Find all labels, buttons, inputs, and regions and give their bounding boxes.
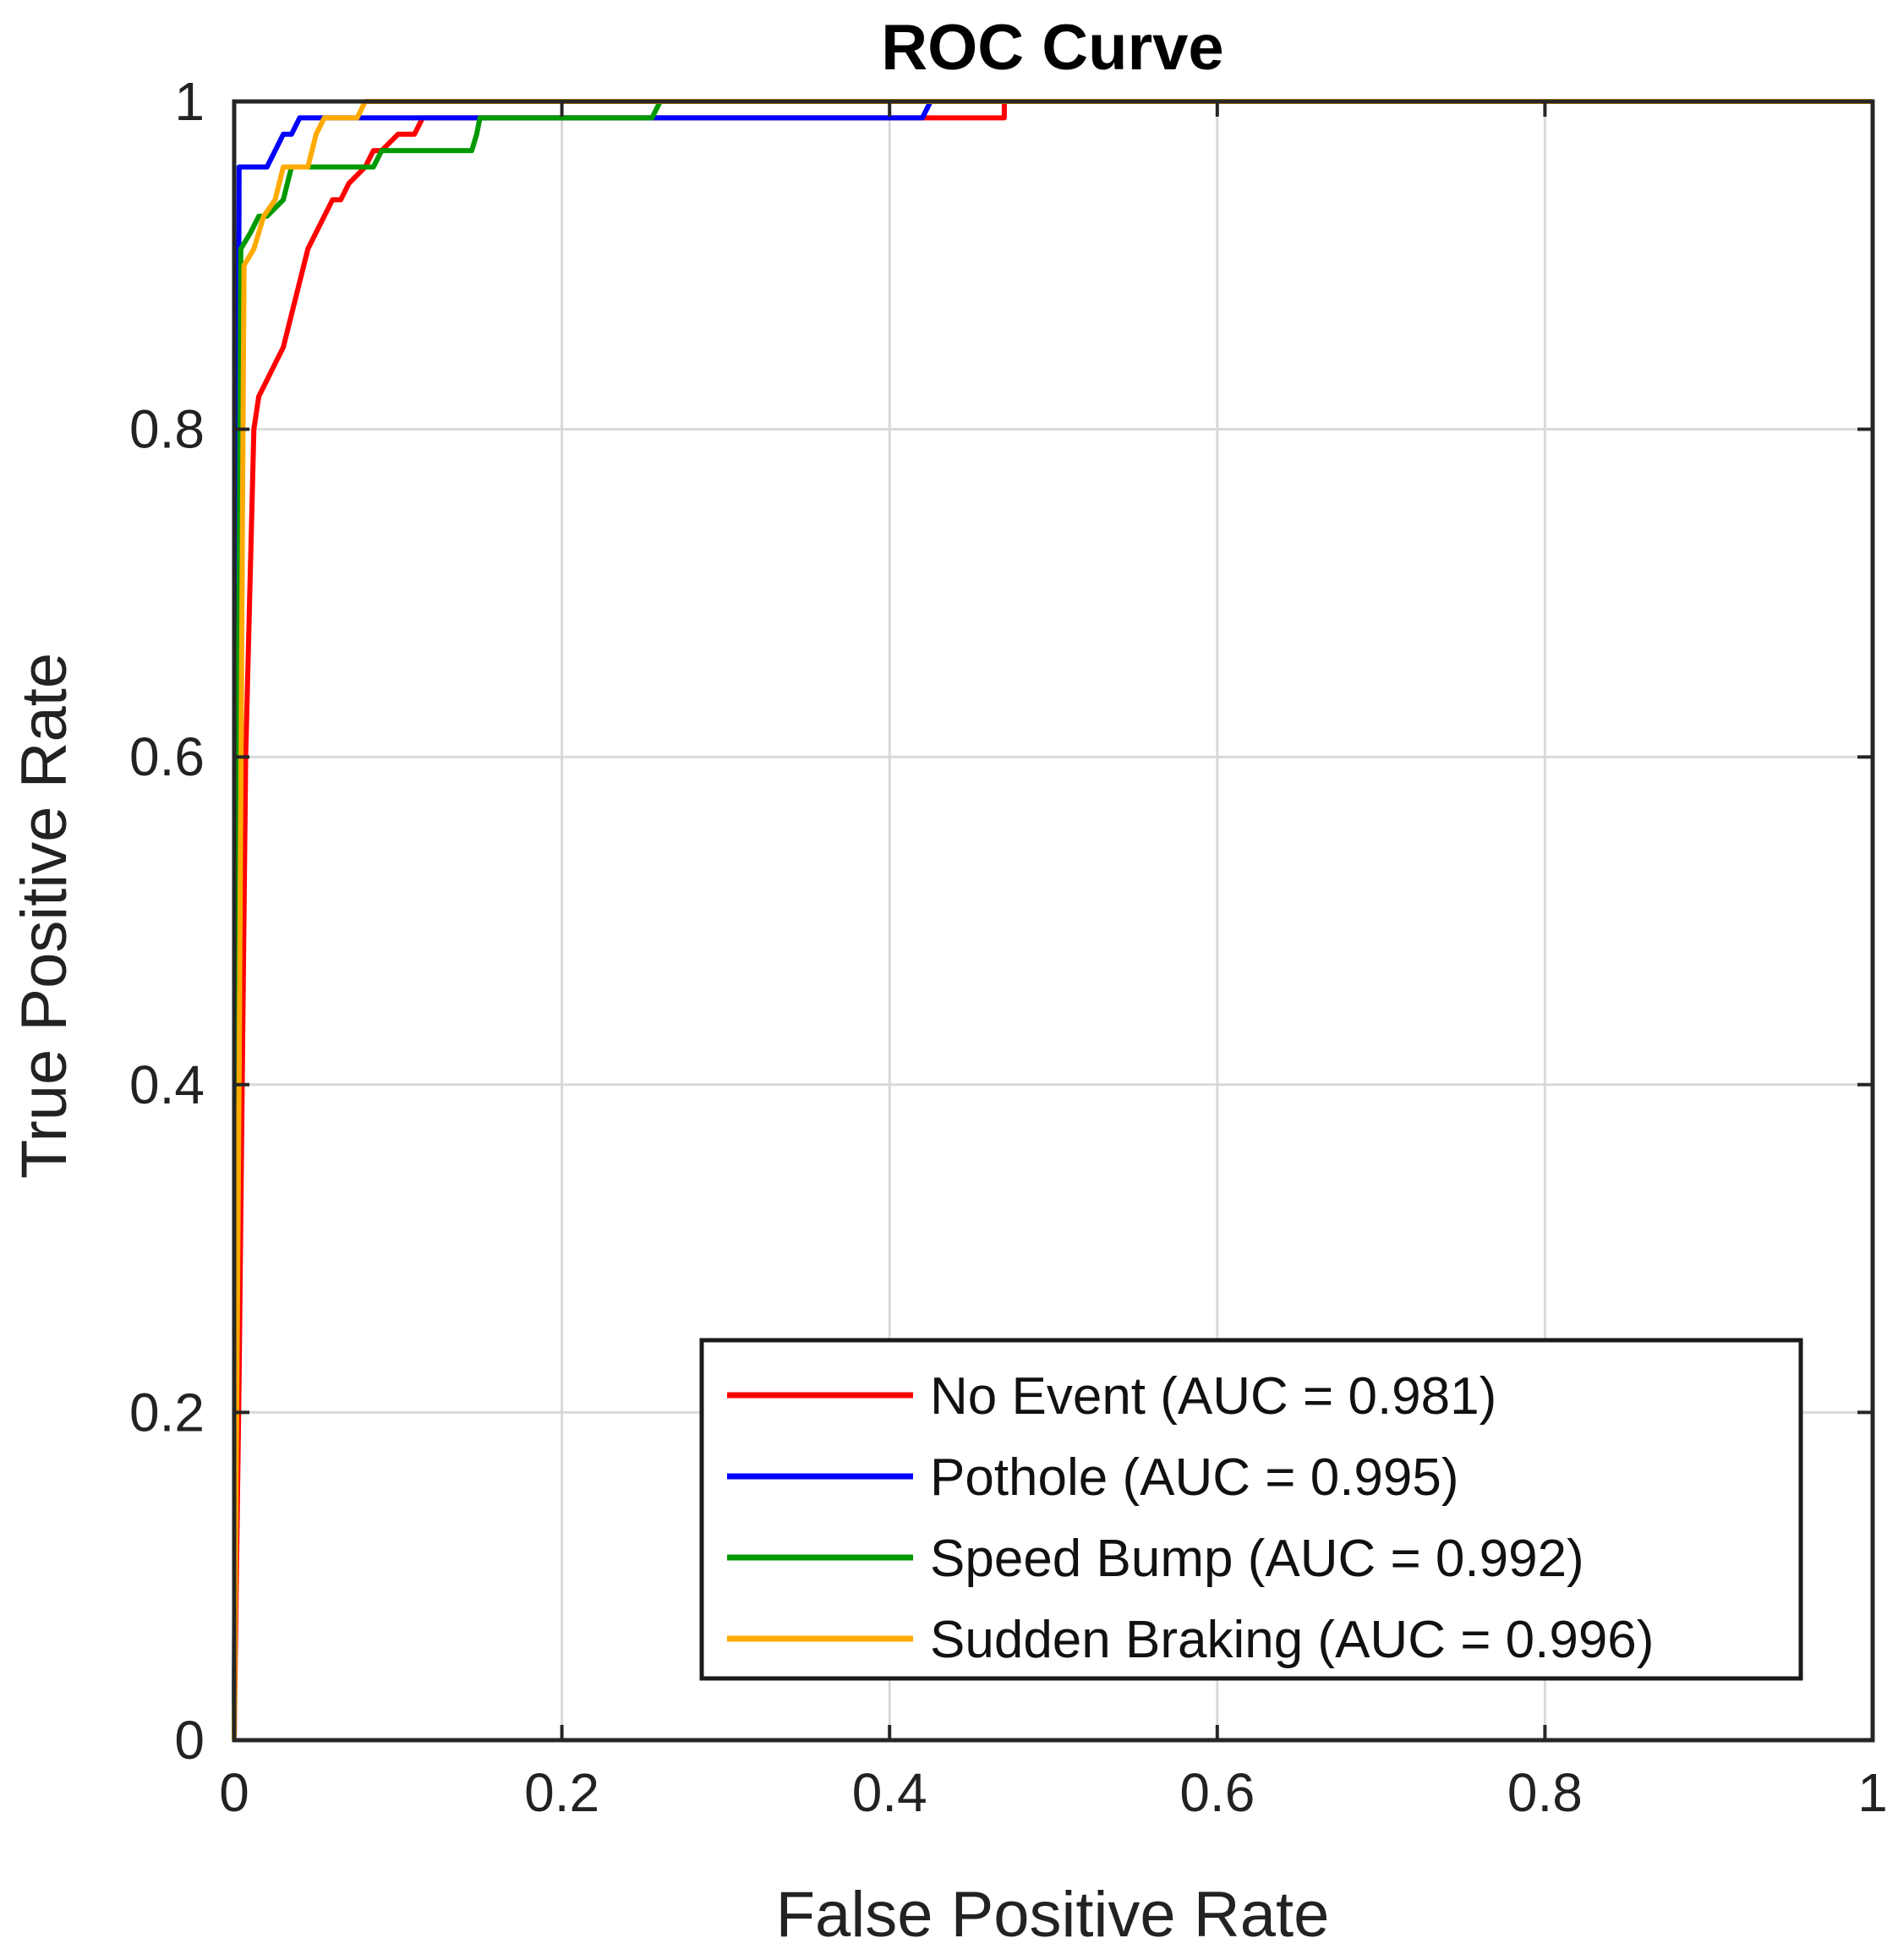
tick-labels: 0 0.2 0.4 0.6 0.8 1 0 0.2 0.4 0.6 0.8 1 (129, 71, 1888, 1823)
x-tick-label: 1 (1857, 1762, 1888, 1823)
axes (232, 99, 1875, 1743)
x-tick-label: 0.6 (1179, 1762, 1255, 1823)
y-tick-label: 1 (174, 71, 205, 132)
legend: No Event (AUC = 0.981) Pothole (AUC = 0.9… (699, 1338, 1803, 1681)
x-tick-label: 0 (219, 1762, 249, 1823)
y-tick-label: 0.2 (129, 1382, 205, 1443)
y-tick-label: 0.8 (129, 399, 205, 460)
legend-label: Speed Bump (AUC = 0.992) (930, 1530, 1584, 1588)
plot-area-border (232, 99, 1875, 1743)
series-line-3 (232, 99, 1873, 1741)
series-line-1 (232, 99, 1873, 1741)
grid (232, 100, 1874, 1742)
y-tick-label: 0 (174, 1710, 205, 1771)
x-tick-label: 0.2 (524, 1762, 599, 1823)
series-line-2 (232, 99, 1873, 1741)
legend-box (699, 1338, 1803, 1681)
y-tick-label: 0.6 (129, 726, 205, 787)
x-axis-label: False Positive Rate (776, 1879, 1330, 1951)
chart-title: ROC Curve (881, 12, 1223, 84)
legend-label: Pothole (AUC = 0.995) (930, 1448, 1459, 1507)
series-lines (232, 99, 1873, 1741)
legend-label: Sudden Braking (AUC = 0.996) (930, 1611, 1654, 1669)
y-axis-label: True Positive Rate (8, 653, 80, 1179)
legend-label: No Event (AUC = 0.981) (930, 1367, 1496, 1426)
y-tick-label: 0.4 (129, 1054, 205, 1115)
x-tick-label: 0.4 (852, 1762, 927, 1823)
x-tick-label: 0.8 (1507, 1762, 1583, 1823)
